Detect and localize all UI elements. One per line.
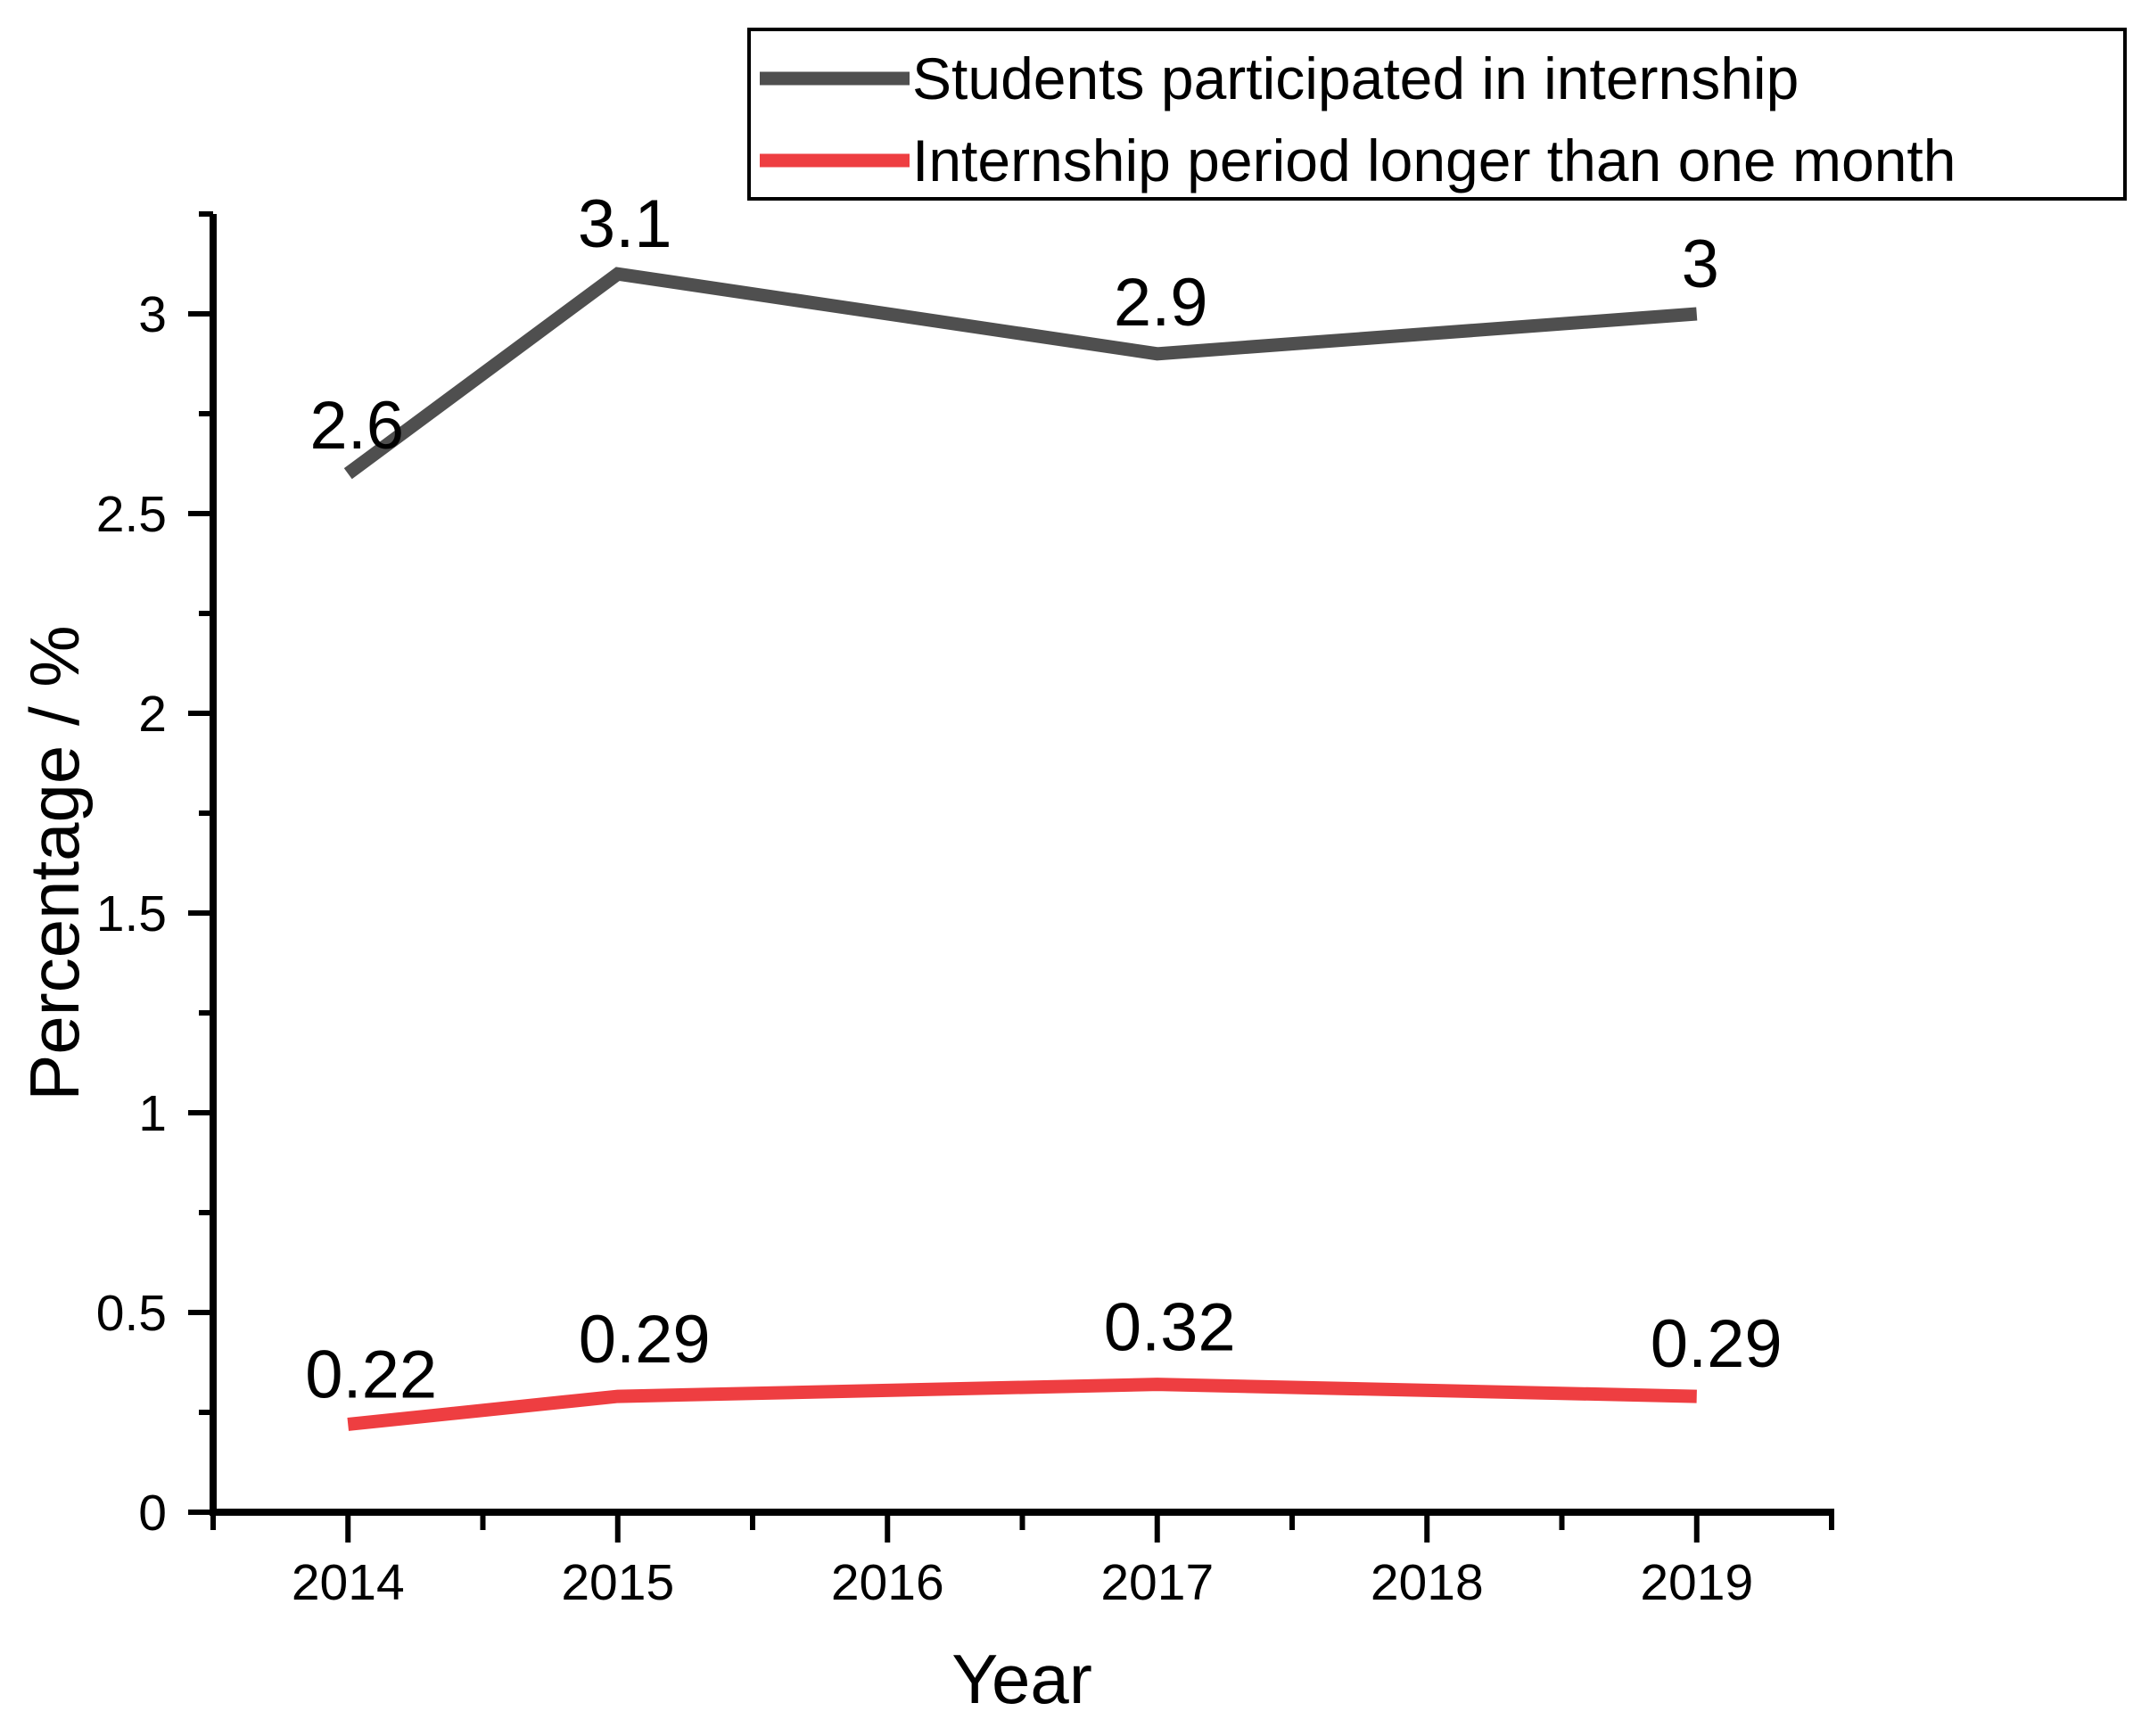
x-axis-tick-label: 2017 <box>1100 1554 1214 1611</box>
x-axis-tick-label: 2018 <box>1371 1554 1484 1611</box>
y-axis-tick-label: 2 <box>138 686 167 743</box>
legend-label-students-internship: Students participated in internship <box>912 45 1799 111</box>
data-point-label: 2.9 <box>1114 265 1208 341</box>
legend: Students participated in internship Inte… <box>747 28 2127 201</box>
x-axis-tick-label: 2014 <box>292 1554 405 1611</box>
data-labels: 2.6 3.1 2.9 3 0.22 0.29 0.32 0.29 <box>305 186 1782 1412</box>
series-line <box>347 1378 1697 1431</box>
data-point-label: 0.29 <box>579 1302 711 1378</box>
axis-ticks: 0 0.5 1 1.5 2 2.5 3 2014 2015 2016 2017 2018 2019 <box>96 211 1834 1611</box>
x-axis-tick-label: 2019 <box>1640 1554 1753 1611</box>
data-point-label: 0.29 <box>1651 1306 1783 1382</box>
data-point-label: 0.32 <box>1104 1290 1236 1366</box>
y-axis-tick-label: 1 <box>138 1085 167 1142</box>
series-lines <box>343 267 1698 1431</box>
x-axis-tick-label: 2015 <box>561 1554 674 1611</box>
legend-label-internship-period: Internship period longer than one month <box>912 128 1956 193</box>
data-point-label: 3 <box>1682 226 1719 302</box>
legend-box <box>747 28 2127 201</box>
x-axis-title: Year <box>951 1640 1092 1718</box>
y-axis-tick-label: 0 <box>138 1485 167 1542</box>
y-axis-tick-label: 3 <box>138 286 167 343</box>
y-axis-tick-label: 1.5 <box>96 885 167 942</box>
y-axis-title: Percentage / % <box>15 625 94 1100</box>
y-axis-tick-label: 2.5 <box>96 486 167 543</box>
x-axis-tick-label: 2016 <box>831 1554 944 1611</box>
y-axis-tick-label: 0.5 <box>96 1285 167 1342</box>
data-point-label: 3.1 <box>578 186 672 262</box>
series-line <box>343 267 1698 480</box>
data-point-label: 2.6 <box>309 388 404 464</box>
data-point-label: 0.22 <box>305 1337 437 1412</box>
